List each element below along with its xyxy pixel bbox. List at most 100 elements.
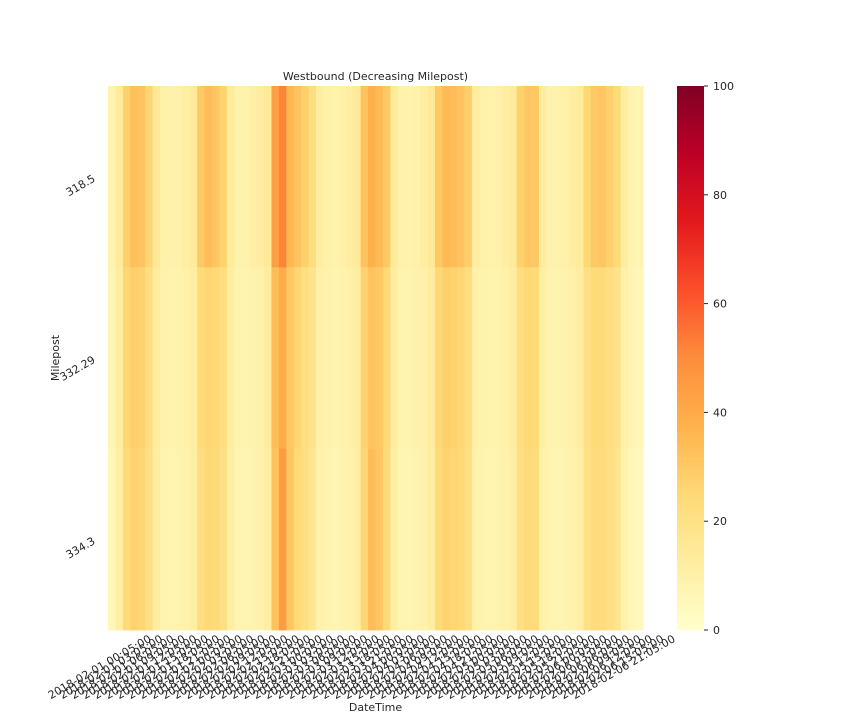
heatmap-cell <box>613 448 622 631</box>
heatmap-cell <box>226 86 235 268</box>
heatmap-cell <box>390 448 399 631</box>
heatmap-cell <box>271 267 280 450</box>
chart-title: Westbound (Decreasing Milepost) <box>283 70 468 83</box>
heatmap-cell <box>568 448 577 631</box>
heatmap-cell <box>538 267 547 450</box>
heatmap-cell <box>546 267 555 450</box>
heatmap-cell <box>316 267 325 450</box>
heatmap-cell <box>264 86 273 268</box>
y-axis-label: Milepost <box>49 334 62 381</box>
heatmap-cell <box>397 448 406 631</box>
heatmap-cell <box>382 267 391 450</box>
heatmap-cell <box>420 86 429 268</box>
heatmap-cell <box>553 267 562 450</box>
heatmap-cell <box>278 267 287 450</box>
heatmap-cell <box>234 267 243 450</box>
heatmap-cell <box>241 448 250 631</box>
heatmap-cell <box>108 267 117 450</box>
heatmap-cell <box>486 448 495 631</box>
heatmap-cell <box>249 267 258 450</box>
heatmap-cell <box>241 267 250 450</box>
heatmap-cell <box>130 267 139 450</box>
heatmap-cell <box>434 86 443 268</box>
heatmap-cell <box>472 448 481 631</box>
heatmap-cell <box>338 448 347 631</box>
heatmap-cell <box>635 267 644 450</box>
heatmap-cell <box>182 86 191 268</box>
heatmap-cell <box>145 86 154 268</box>
heatmap-cell <box>531 267 540 450</box>
heatmap-cell <box>472 267 481 450</box>
heatmap-cell <box>145 448 154 631</box>
heatmap-cell <box>538 448 547 631</box>
heatmap-cell <box>531 86 540 268</box>
heatmap-cell <box>189 267 198 450</box>
heatmap-cell <box>583 86 592 268</box>
y-tick-label: 334.3 <box>64 535 98 562</box>
y-tick-label: 332.29 <box>58 353 98 384</box>
heatmap-cell <box>613 86 622 268</box>
heatmap-cell <box>115 86 124 268</box>
heatmap-cell <box>330 86 339 268</box>
heatmap-cell <box>212 86 221 268</box>
heatmap-cell <box>546 448 555 631</box>
heatmap-cell <box>212 267 221 450</box>
heatmap-cell <box>576 448 585 631</box>
heatmap-cell <box>583 448 592 631</box>
heatmap-cell <box>620 267 629 450</box>
heatmap-cell <box>412 448 421 631</box>
heatmap-cell <box>375 448 384 631</box>
heatmap-cell <box>308 448 317 631</box>
heatmap-cell <box>256 86 265 268</box>
heatmap-cell <box>605 448 614 631</box>
colorbar-tick-label: 100 <box>713 80 734 93</box>
heatmap-cell <box>553 86 562 268</box>
heatmap-cell <box>204 448 213 631</box>
heatmap-cell <box>368 267 377 450</box>
heatmap-cell <box>264 448 273 631</box>
heatmap-cell <box>323 448 332 631</box>
heatmap-cell <box>316 86 325 268</box>
heatmap-cell <box>561 267 570 450</box>
heatmap-cell <box>167 86 176 268</box>
heatmap-cell <box>137 267 146 450</box>
heatmap-cell <box>108 86 117 268</box>
heatmap-cell <box>234 86 243 268</box>
heatmap-cell <box>286 267 295 450</box>
heatmap-cell <box>152 448 161 631</box>
heatmap-cell <box>516 448 525 631</box>
heatmap-cell <box>152 86 161 268</box>
heatmap-cell <box>464 267 473 450</box>
heatmap-cell <box>204 86 213 268</box>
heatmap-cell <box>449 86 458 268</box>
heatmap-cell <box>323 86 332 268</box>
heatmap-cell <box>635 86 644 268</box>
heatmap-cell <box>286 448 295 631</box>
heatmap-cell <box>271 86 280 268</box>
heatmap-cell <box>293 86 302 268</box>
colorbar-tick-label: 80 <box>713 189 727 202</box>
heatmap-cell <box>472 86 481 268</box>
y-tick-labels: 318.5 332.29 334.3 <box>58 172 98 562</box>
heatmap-cell <box>160 448 169 631</box>
heatmap-cell <box>137 448 146 631</box>
heatmap-cell <box>278 448 287 631</box>
heatmap-cell <box>620 86 629 268</box>
colorbar-tick-label: 20 <box>713 515 727 528</box>
heatmap-cell <box>122 267 131 450</box>
heatmap-cell <box>524 448 533 631</box>
heatmap-cell <box>108 448 117 631</box>
heatmap-cell <box>479 448 488 631</box>
heatmap-cell <box>137 86 146 268</box>
heatmap-cells <box>108 86 644 631</box>
heatmap-cell <box>241 86 250 268</box>
heatmap-cell <box>197 86 206 268</box>
colorbar-tick-label: 0 <box>713 624 720 637</box>
heatmap-cell <box>509 86 518 268</box>
heatmap-cell <box>249 448 258 631</box>
heatmap-cell <box>212 448 221 631</box>
heatmap-cell <box>412 86 421 268</box>
heatmap-cell <box>397 267 406 450</box>
heatmap-cell <box>434 448 443 631</box>
heatmap-cell <box>145 267 154 450</box>
